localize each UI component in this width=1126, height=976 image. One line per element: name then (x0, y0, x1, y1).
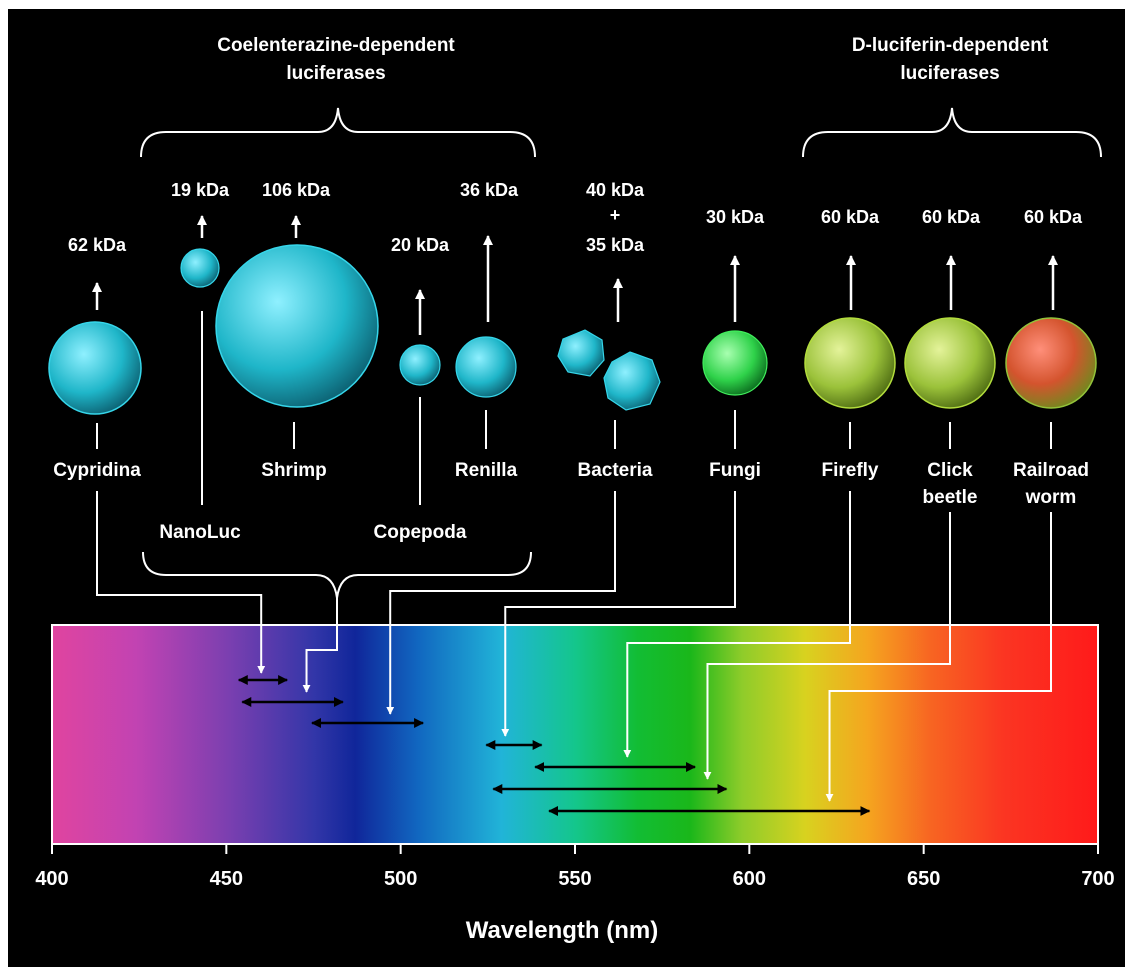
peak-connector-bacteria (386, 491, 616, 715)
d-luciferin-title-line2: luciferases (900, 63, 999, 84)
shrimp-name: Shrimp (261, 460, 326, 481)
organisms: 62 kDa Cypridina 19 kDa NanoLuc 106 kDa (48, 180, 1097, 543)
axis-tick-label: 450 (210, 868, 243, 890)
railroad-worm-name-line2: worm (1025, 487, 1077, 508)
copepoda-mass: 20 kDa (391, 235, 450, 255)
cypridina-mass: 62 kDa (68, 235, 127, 255)
peak-connector-firefly (623, 491, 851, 758)
peak-connector-click-beetle (703, 512, 951, 780)
organism-copepoda: 20 kDa Copepoda (374, 235, 467, 543)
d-luciferin-title-line1: D-luciferin-dependent (852, 35, 1049, 56)
click-beetle-name-line1: Click (927, 460, 973, 481)
railroad-worm-mass: 60 kDa (1024, 207, 1083, 227)
cypridina-sphere (48, 321, 142, 415)
railroad-worm-name-line1: Railroad (1013, 460, 1089, 481)
coelenterazine-group: Coelenterazine-dependent luciferases (140, 35, 536, 599)
bacteria-subunit-a (557, 329, 605, 377)
organism-nanoluc: 19 kDa NanoLuc (159, 180, 241, 543)
peak-connector-fungi (501, 491, 736, 737)
organism-shrimp: 106 kDa Shrimp (215, 180, 379, 481)
firefly-name: Firefly (821, 460, 878, 481)
organism-bacteria: 40 kDa + 35 kDa Bacteria (557, 180, 661, 481)
coelenterazine-title-line1: Coelenterazine-dependent (217, 35, 455, 56)
organism-fungi: 30 kDa Fungi (702, 207, 768, 481)
peak-connector-cypridina (96, 491, 266, 674)
firefly-mass: 60 kDa (821, 207, 880, 227)
copepoda-name: Copepoda (374, 522, 467, 543)
cypridina-name: Cypridina (53, 460, 141, 481)
organism-click-beetle: 60 kDa Click beetle (904, 207, 996, 508)
coelenterazine-title-line2: luciferases (286, 63, 385, 84)
shrimp-sphere (215, 244, 379, 408)
coelenterazine-top-bracket (140, 107, 536, 158)
nanoluc-mass: 19 kDa (171, 180, 230, 200)
renilla-sphere (455, 336, 517, 398)
axis-tick-label: 550 (558, 868, 591, 890)
organism-renilla: 36 kDa Renilla (455, 180, 519, 481)
d-luciferin-group: D-luciferin-dependent luciferases (802, 35, 1102, 158)
nanoluc-sphere (180, 248, 220, 288)
nanoluc-name: NanoLuc (159, 522, 241, 543)
bacteria-name: Bacteria (578, 460, 653, 481)
axis-label: Wavelength (nm) (466, 917, 658, 944)
bacteria-mass-plus: + (610, 205, 621, 225)
axis-tick-label: 600 (733, 868, 766, 890)
fungi-sphere (702, 330, 768, 396)
axis-tick-label: 400 (35, 868, 68, 890)
fungi-name: Fungi (709, 460, 761, 481)
peak-connector-copepoda (302, 598, 338, 693)
peak-connectors (96, 491, 1052, 802)
railroad-worm-sphere (1005, 317, 1097, 409)
click-beetle-name-line2: beetle (923, 487, 978, 508)
copepoda-sphere (399, 344, 441, 386)
axis-tick-label: 500 (384, 868, 417, 890)
bacteria-mass-a: 40 kDa (586, 180, 645, 200)
peak-connector-railroad-worm (825, 512, 1052, 802)
fungi-mass: 30 kDa (706, 207, 765, 227)
axis-tick-label: 700 (1081, 868, 1114, 890)
firefly-sphere (804, 317, 896, 409)
organism-railroad-worm: 60 kDa Railroad worm (1005, 207, 1097, 508)
bacteria-mass-b: 35 kDa (586, 235, 645, 255)
click-beetle-mass: 60 kDa (922, 207, 981, 227)
organism-firefly: 60 kDa Firefly (804, 207, 896, 481)
renilla-mass: 36 kDa (460, 180, 519, 200)
wavelength-axis: 400 450 500 550 600 650 700 (35, 843, 1115, 890)
d-luciferin-bracket (802, 107, 1102, 158)
shrimp-mass: 106 kDa (262, 180, 331, 200)
click-beetle-sphere (904, 317, 996, 409)
emission-ranges (237, 675, 871, 816)
bacteria-subunit-b (603, 351, 661, 411)
organism-cypridina: 62 kDa Cypridina (48, 235, 142, 481)
renilla-name: Renilla (455, 460, 518, 481)
axis-tick-label: 650 (907, 868, 940, 890)
